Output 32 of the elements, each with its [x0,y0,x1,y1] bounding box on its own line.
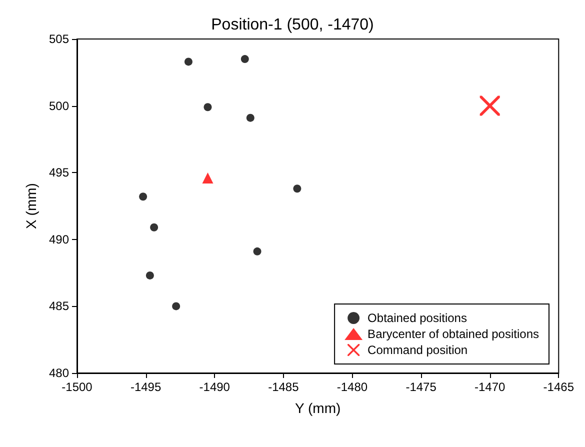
point [184,58,192,66]
legend-label: Command position [368,343,468,357]
legend-label: Obtained positions [368,311,467,325]
chart-title: Position-1 (500, -1470) [211,16,374,34]
point [204,103,212,112]
x-tick-label: -1465 [543,380,574,394]
y-tick-label: 480 [48,366,70,380]
y-tick-label: 490 [48,232,70,246]
x-axis-title: Y (mm) [295,400,341,416]
point [139,192,148,201]
y-tick-label: 505 [48,32,70,46]
legend-label: Barycenter of obtained positions [368,327,540,341]
x-tick-label: -1500 [62,380,93,394]
point [253,247,262,256]
point [202,172,214,184]
point [172,302,180,310]
x-tick-label: -1480 [336,380,368,394]
point [480,96,500,116]
x-tick-label: -1485 [268,380,300,394]
y-tick-label: 500 [48,98,70,113]
x-tick-label: -1475 [406,380,437,394]
y-tick-label: 495 [48,166,70,180]
point [246,114,254,122]
x-tick-label: -1470 [474,380,506,394]
y-axis-title: X (mm) [23,183,40,229]
point [150,223,158,232]
x-tick-label: -1495 [130,380,162,394]
point [146,271,154,280]
y-tick-label: 485 [48,299,70,314]
point [293,184,302,193]
x-tick-label: -1490 [199,380,230,394]
point [240,55,249,64]
